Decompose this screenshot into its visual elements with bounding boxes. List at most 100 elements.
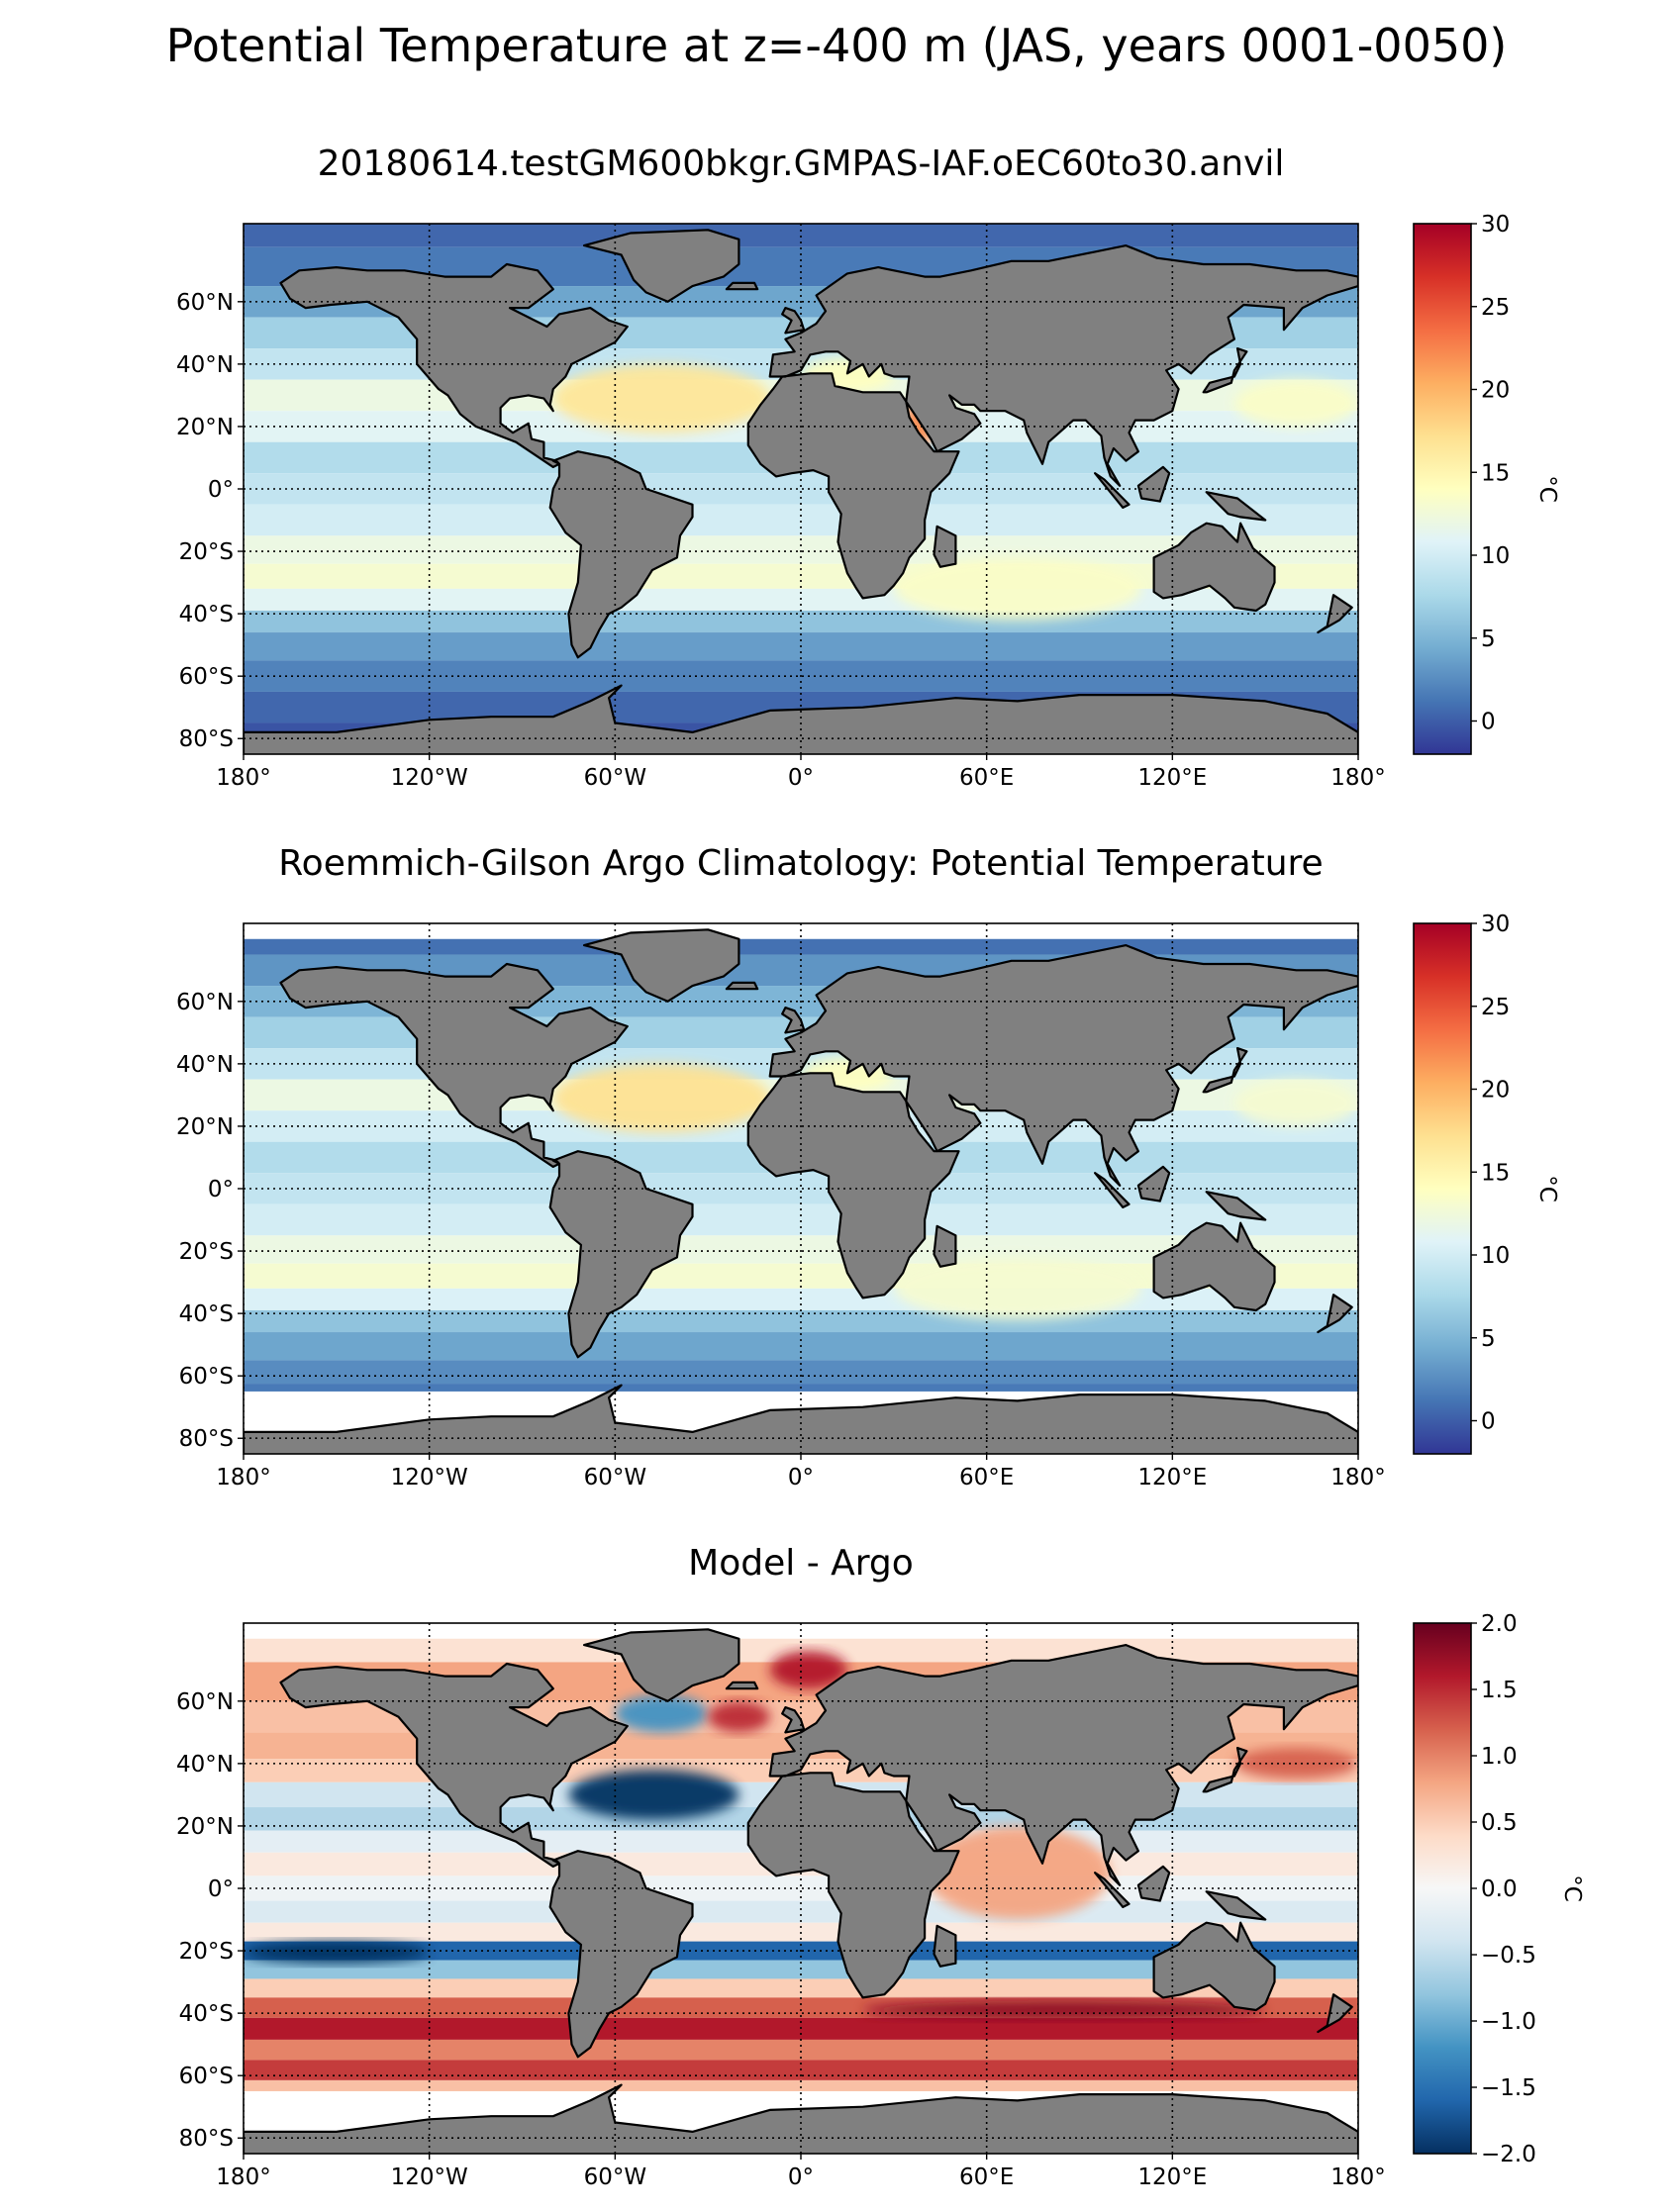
x-tick-label: 120°W xyxy=(391,2164,468,2190)
zonal-band xyxy=(244,938,1358,955)
land-mask xyxy=(244,928,1358,1454)
x-tick-label: 60°E xyxy=(959,1465,1014,1491)
panel-2-map xyxy=(244,923,1358,1454)
y-tick-label: 40°S xyxy=(179,2001,234,2027)
x-tick-label: 0° xyxy=(788,2164,814,2190)
y-tick-label: 40°S xyxy=(179,602,234,627)
y-tick-label: 40°N xyxy=(176,1052,234,1078)
panel-2: Roemmich-Gilson Argo Climatology: Potent… xyxy=(176,843,1560,1491)
colorbar-tick-label: 0.0 xyxy=(1481,1876,1518,1902)
y-tick-label: 60°N xyxy=(176,290,234,316)
y-tick-label: 20°N xyxy=(176,1814,234,1840)
colorbar-tick-label: 20 xyxy=(1481,378,1510,404)
y-tick-label: 60°N xyxy=(176,1689,234,1715)
feature-south-indian-ocean-gyre xyxy=(893,557,1142,621)
colorbar-gradient xyxy=(1413,223,1472,755)
y-tick-label: 60°S xyxy=(179,1364,234,1390)
figure-title: Potential Temperature at z=-400 m (JAS, … xyxy=(166,19,1508,72)
colorbar-2: 30 25 20 15 10 5 0 °C xyxy=(1413,912,1560,1455)
y-tick-label: 80°S xyxy=(179,2126,234,2152)
colorbar-tick-label: −1.5 xyxy=(1481,2075,1536,2101)
y-tick-label: 40°N xyxy=(176,352,234,378)
feature-north-pacific-subtropical xyxy=(1233,1079,1358,1126)
colorbar-tick-label: 5 xyxy=(1481,626,1496,652)
panel-3-map xyxy=(244,1623,1358,2154)
colorbar-tick-label: 15 xyxy=(1481,1160,1510,1186)
colorbar-tick-label: 30 xyxy=(1481,912,1510,937)
feature-nordic-seas-warm-bias xyxy=(769,1651,847,1689)
colorbar-label: °C xyxy=(1534,475,1560,503)
x-tick-label: 180° xyxy=(216,2164,270,2190)
x-tick-label: 60°E xyxy=(959,765,1014,791)
colorbar-tick-label: 0 xyxy=(1481,710,1496,735)
x-tick-label: 180° xyxy=(216,765,270,791)
panel-1-map xyxy=(244,224,1358,754)
y-tick-label: 60°S xyxy=(179,2064,234,2089)
y-tick-label: 80°S xyxy=(179,1426,234,1452)
x-tick-label: 0° xyxy=(788,765,814,791)
feature-north-atlantic-subtropical-gyre xyxy=(552,363,770,433)
colorbar-tick-label: 0.5 xyxy=(1481,1810,1518,1836)
x-tick-label: 60°W xyxy=(584,1465,647,1491)
x-tick-label: 120°W xyxy=(391,765,468,791)
colorbar-tick-label: 5 xyxy=(1481,1326,1496,1352)
colorbar-tick-label: −0.5 xyxy=(1481,1943,1536,1969)
y-tick-label: 40°S xyxy=(179,1301,234,1327)
panel-3-title: Model - Argo xyxy=(688,1543,914,1584)
zonal-band xyxy=(244,1360,1358,1385)
colorbar-1: 30 25 20 15 10 5 0 °C xyxy=(1413,212,1560,755)
colorbar-tick-label: 2.0 xyxy=(1481,1611,1518,1637)
colorbar-tick-label: 25 xyxy=(1481,995,1510,1020)
feature-south-pacific-cold-band xyxy=(244,1941,430,1964)
colorbar-label: °C xyxy=(1559,1875,1585,1902)
panel-1-title: 20180614.testGM600bkgr.GMPAS-IAF.oEC60to… xyxy=(318,144,1285,184)
colorbar-label: °C xyxy=(1534,1175,1560,1202)
feature-north-atlantic-subtropical-gyre xyxy=(552,1063,770,1133)
y-tick-label: 60°S xyxy=(179,664,234,690)
colorbar-gradient xyxy=(1413,922,1472,1455)
x-tick-label: 60°W xyxy=(584,765,647,791)
colorbar-tick-label: 10 xyxy=(1481,1243,1510,1269)
panel-1: 20180614.testGM600bkgr.GMPAS-IAF.oEC60to… xyxy=(176,144,1560,791)
colorbar-tick-label: 15 xyxy=(1481,460,1510,486)
y-tick-label: 20°N xyxy=(176,1114,234,1140)
feature-south-indian-ocean-gyre xyxy=(893,1257,1142,1320)
zonal-band xyxy=(244,224,1358,247)
x-tick-label: 60°E xyxy=(959,2164,1014,2190)
colorbar-tick-label: 10 xyxy=(1481,543,1510,569)
feature-indian-ocean-warm-bias xyxy=(925,1825,1111,1920)
feature-labrador-sea-cold-bias xyxy=(615,1694,709,1733)
land-mask xyxy=(244,1628,1358,2154)
feature-southern-indian-warm-band xyxy=(862,2000,1266,2020)
y-tick-label: 20°N xyxy=(176,415,234,440)
x-tick-label: 60°W xyxy=(584,2164,647,2190)
x-tick-label: 120°W xyxy=(391,1465,468,1491)
zonal-band xyxy=(244,1978,1358,1998)
x-tick-label: 120°E xyxy=(1137,765,1207,791)
y-tick-label: 20°S xyxy=(179,1239,234,1265)
feature-north-atlantic-cold-bias xyxy=(568,1770,739,1820)
colorbar-tick-label: −1.0 xyxy=(1481,2009,1536,2035)
y-tick-label: 80°S xyxy=(179,726,234,752)
colorbar-tick-label: 1.0 xyxy=(1481,1744,1518,1770)
colorbar-tick-label: 20 xyxy=(1481,1078,1510,1104)
x-tick-label: 180° xyxy=(1330,2164,1385,2190)
x-tick-label: 0° xyxy=(788,1465,814,1491)
colorbar-gradient xyxy=(1413,1622,1472,2155)
x-tick-label: 180° xyxy=(1330,765,1385,791)
y-tick-label: 40°N xyxy=(176,1752,234,1778)
panel-3: Model - Argo 60°N 40°N 20°N 0° 20°S 40°S 60°S 80… xyxy=(176,1543,1585,2190)
colorbar-tick-label: −2.0 xyxy=(1481,2142,1536,2167)
land-mask xyxy=(244,229,1358,754)
zonal-band xyxy=(244,2039,1358,2061)
x-tick-label: 120°E xyxy=(1137,2164,1207,2190)
colorbar-tick-label: 0 xyxy=(1481,1409,1496,1435)
x-tick-label: 180° xyxy=(1330,1465,1385,1491)
colorbar-tick-label: 30 xyxy=(1481,212,1510,238)
y-tick-label: 20°S xyxy=(179,1939,234,1965)
zonal-band xyxy=(244,2079,1358,2091)
feature-north-pacific-subtropical xyxy=(1233,379,1358,427)
y-tick-label: 60°N xyxy=(176,990,234,1015)
y-tick-label: 0° xyxy=(208,1876,234,1902)
